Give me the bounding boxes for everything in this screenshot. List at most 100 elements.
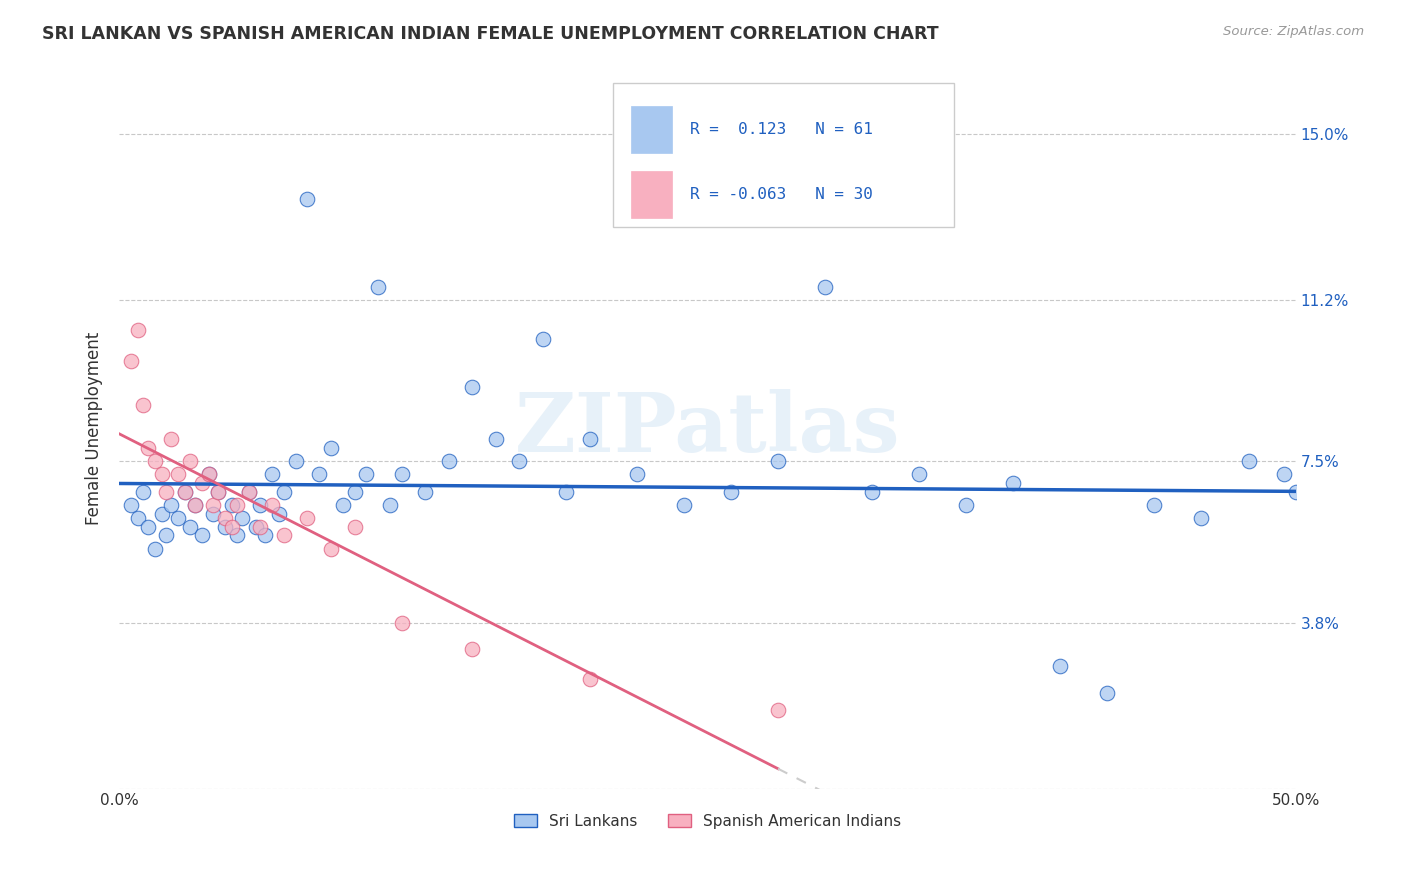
Point [262,498,284,512]
Point [908,467,931,482]
Point [485,433,508,447]
Point [190,528,212,542]
Point [1191,511,1213,525]
Point [356,467,378,482]
Point [1237,454,1260,468]
Text: Source: ZipAtlas.com: Source: ZipAtlas.com [1223,25,1364,38]
Point [367,279,389,293]
Bar [631,171,672,218]
Point [343,519,366,533]
Bar [631,106,672,153]
Point [555,484,578,499]
Point [1097,685,1119,699]
Point [160,498,183,512]
Point [378,498,401,512]
Point [183,498,205,512]
Point [136,441,159,455]
Point [225,498,247,512]
Point [174,484,197,499]
Point [413,484,436,499]
Point [143,541,166,556]
Point [437,454,460,468]
Point [160,433,183,447]
Point [214,519,236,533]
Legend: Sri Lankans, Spanish American Indians: Sri Lankans, Spanish American Indians [508,807,907,835]
Point [860,484,883,499]
Point [254,528,277,542]
FancyBboxPatch shape [613,83,955,227]
Point [214,511,236,525]
Point [308,467,330,482]
Point [508,454,530,468]
Point [249,498,271,512]
Point [1272,467,1295,482]
Point [150,467,173,482]
Point [343,484,366,499]
Point [319,441,342,455]
Point [132,398,155,412]
Point [1002,476,1025,491]
Point [127,323,149,337]
Point [531,332,554,346]
Point [1049,659,1071,673]
Point [202,507,225,521]
Point [143,454,166,468]
Text: R = -0.063   N = 30: R = -0.063 N = 30 [690,187,873,202]
Point [578,433,600,447]
Point [391,615,413,630]
Point [319,541,342,556]
Point [720,484,742,499]
Point [269,507,291,521]
Point [207,484,229,499]
Point [202,498,225,512]
Point [332,498,354,512]
Point [167,511,190,525]
Point [766,703,789,717]
Point [179,454,201,468]
Point [167,467,190,482]
Point [155,484,177,499]
Point [238,484,260,499]
Point [197,467,219,482]
Point [179,519,201,533]
Point [461,641,484,656]
Point [284,454,307,468]
Point [626,467,648,482]
Point [120,498,142,512]
Point [132,484,155,499]
Point [207,484,229,499]
Point [183,498,205,512]
Point [245,519,267,533]
Point [225,528,247,542]
Text: SRI LANKAN VS SPANISH AMERICAN INDIAN FEMALE UNEMPLOYMENT CORRELATION CHART: SRI LANKAN VS SPANISH AMERICAN INDIAN FE… [42,25,939,43]
Point [766,454,789,468]
Point [672,498,695,512]
Point [127,511,149,525]
Point [297,511,319,525]
Point [221,498,243,512]
Point [273,484,295,499]
Point [120,354,142,368]
Point [238,484,260,499]
Text: R =  0.123   N = 61: R = 0.123 N = 61 [690,122,873,137]
Point [150,507,173,521]
Point [221,519,243,533]
Point [190,476,212,491]
Point [136,519,159,533]
Point [578,673,600,687]
Point [231,511,253,525]
Point [273,528,295,542]
Text: ZIPatlas: ZIPatlas [515,389,900,468]
Point [262,467,284,482]
Point [1284,484,1306,499]
Point [814,279,837,293]
Point [1143,498,1166,512]
Point [297,193,319,207]
Point [955,498,977,512]
Point [249,519,271,533]
Point [461,380,484,394]
Y-axis label: Female Unemployment: Female Unemployment [86,332,103,525]
Point [155,528,177,542]
Point [197,467,219,482]
Point [391,467,413,482]
